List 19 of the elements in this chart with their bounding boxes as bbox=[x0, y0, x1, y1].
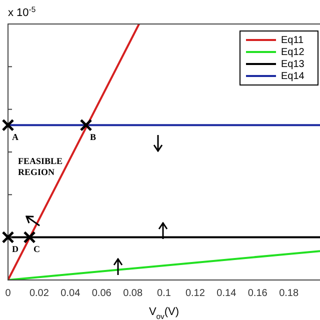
legend-label: Eq11 bbox=[281, 34, 304, 46]
annotation: FEASIBLE REGION bbox=[18, 156, 63, 177]
legend-label: Eq14 bbox=[281, 70, 305, 82]
x-tick-label: 0.18 bbox=[279, 288, 299, 299]
x-tick-label: 0.02 bbox=[29, 288, 50, 299]
x-tick-label: 0.06 bbox=[92, 288, 112, 299]
annotation: A bbox=[12, 132, 19, 142]
annotation: D bbox=[12, 244, 19, 254]
x-tick-label: 0.12 bbox=[185, 288, 206, 299]
annotation: C bbox=[34, 244, 40, 254]
x-tick-label: 0.14 bbox=[216, 288, 237, 299]
x-tick-label: 0.08 bbox=[123, 288, 143, 299]
legend-label: Eq13 bbox=[281, 58, 305, 70]
x-tick-label: 0.16 bbox=[248, 288, 268, 299]
annotation: B bbox=[90, 132, 96, 142]
x-tick-label: 0.1 bbox=[157, 288, 172, 299]
x-tick-label: 0 bbox=[5, 288, 12, 299]
legend-label: Eq12 bbox=[281, 46, 305, 58]
x-tick-label: 0.04 bbox=[60, 288, 81, 299]
